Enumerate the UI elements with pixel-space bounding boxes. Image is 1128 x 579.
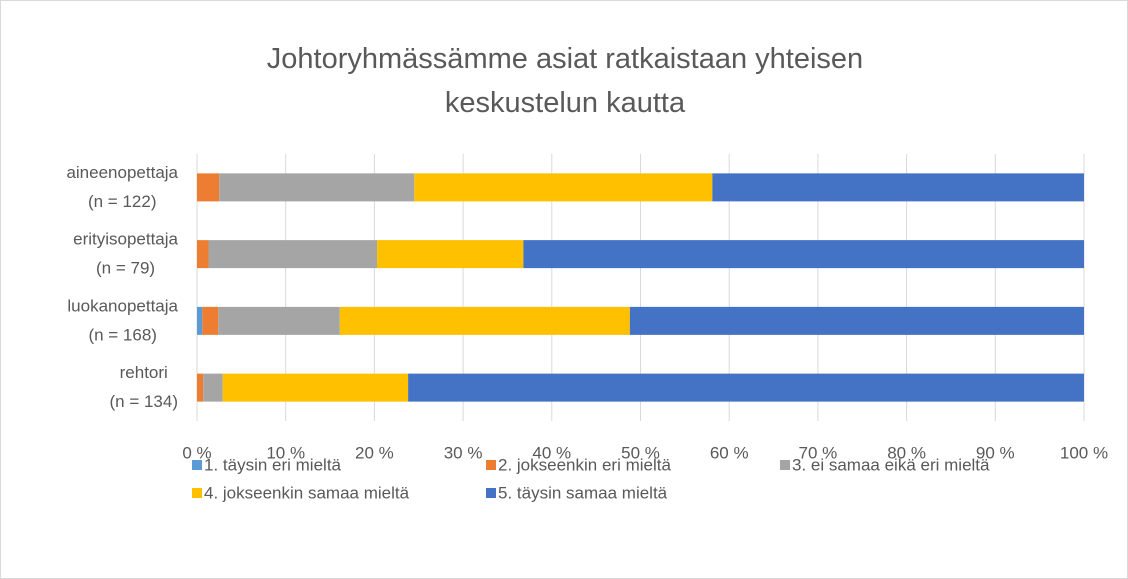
legend-label: 4. jokseenkin samaa mieltä [204,483,410,502]
legend-swatch [192,460,202,470]
legend-label: 1. täysin eri mieltä [204,455,342,474]
x-tick-label: 50 % [621,443,660,462]
y-tick-label: erityisopettaja [73,230,178,249]
x-tick-label: 30 % [444,443,483,462]
bar-segment [203,373,223,402]
bar-segment [219,173,415,202]
legend-swatch [486,460,496,470]
bar-segment [197,373,204,402]
x-tick-label: 100 % [1060,443,1108,462]
y-tick-label: (n = 122) [88,192,157,211]
y-tick-label: rehtori [120,363,168,382]
legend-swatch [486,488,496,498]
x-tick-label: 0 % [182,443,211,462]
y-tick-label: (n = 79) [96,259,155,278]
x-tick-label: 10 % [266,443,305,462]
bar-segment [712,173,1084,202]
bar-segment [339,306,630,335]
x-tick-label: 90 % [976,443,1015,462]
bar-segment [197,173,220,202]
legend-label: 5. täysin samaa mieltä [498,483,668,502]
bar-segment [414,173,713,202]
bar-segment [208,240,378,269]
bar-segment [629,306,1084,335]
bar-segment [523,240,1084,269]
y-tick-label: (n = 168) [88,325,157,344]
x-tick-label: 60 % [710,443,749,462]
y-tick-label: aineenopettaja [66,163,178,182]
x-tick-label: 40 % [532,443,571,462]
legend-swatch [780,460,790,470]
bar-segment [197,306,203,335]
legend-label: 2. jokseenkin eri mieltä [498,455,671,474]
bar-segment [408,373,1085,402]
bar-segment [377,240,524,269]
legend-swatch [192,488,202,498]
x-tick-label: 20 % [355,443,394,462]
legend-label: 3. ei samaa eikä eri mieltä [792,455,990,474]
bar-segment [218,306,340,335]
y-tick-label: (n = 134) [109,392,178,411]
x-tick-label: 70 % [799,443,838,462]
chart-title: Johtoryhmässämme asiat ratkaistaan yhtei… [266,43,864,119]
bar-segment [197,240,209,269]
y-tick-label: luokanopettaja [67,296,178,315]
bar-segment [222,373,409,402]
x-tick-label: 80 % [887,443,926,462]
bar-segment [202,306,219,335]
